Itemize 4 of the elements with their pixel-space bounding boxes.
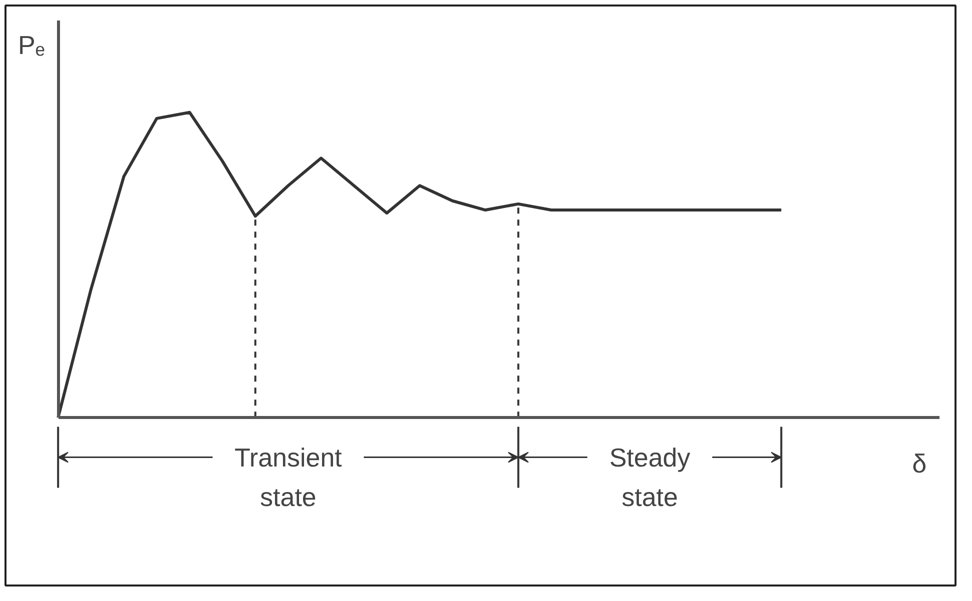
y-axis-title: Pₑ — [18, 30, 45, 60]
x-axis-title: δ — [912, 448, 927, 478]
text: Transient state — [234, 442, 343, 512]
text: Steady state — [609, 442, 690, 512]
